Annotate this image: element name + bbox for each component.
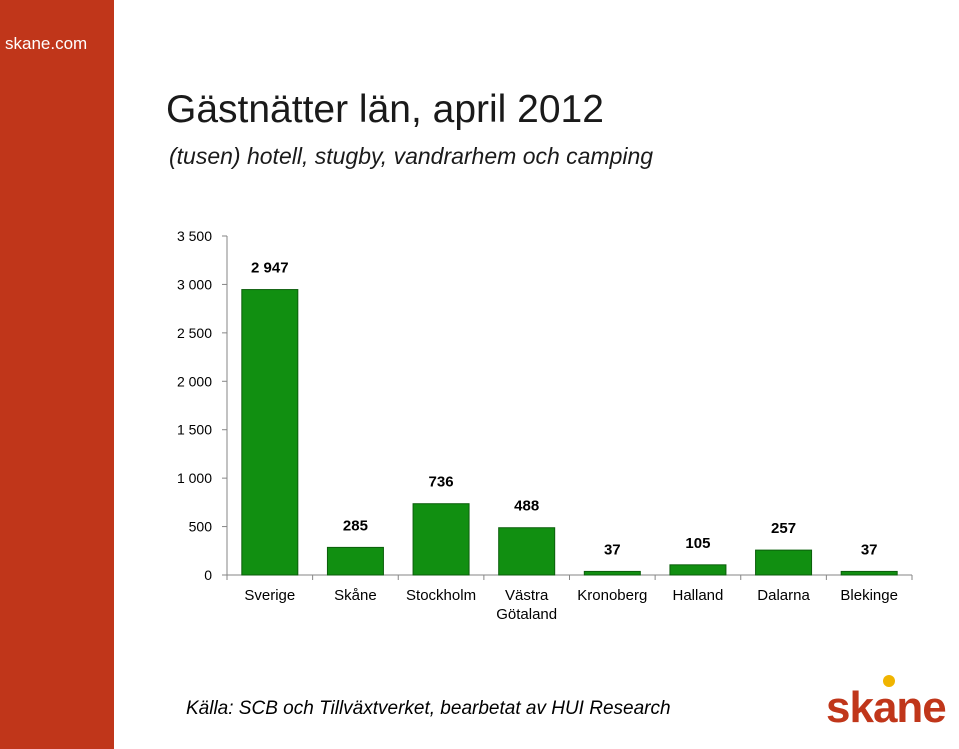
y-tick-label: 0 bbox=[204, 567, 212, 583]
x-tick-label: Skåne bbox=[334, 587, 377, 604]
page-title: Gästnätter län, april 2012 bbox=[166, 88, 604, 131]
bar bbox=[583, 570, 641, 576]
bar bbox=[755, 549, 813, 576]
y-tick-label: 3 000 bbox=[177, 276, 212, 292]
data-label: 285 bbox=[343, 517, 368, 534]
data-label: 2 947 bbox=[251, 260, 289, 277]
sidebar-band: skane.com bbox=[0, 0, 114, 749]
y-tick-label: 3 500 bbox=[177, 228, 212, 244]
data-label: 105 bbox=[685, 535, 710, 552]
bar bbox=[412, 503, 470, 576]
bar bbox=[840, 570, 898, 576]
x-tick-label: Götaland bbox=[496, 606, 557, 623]
x-tick-label: Kronoberg bbox=[577, 587, 647, 604]
skane-logo: skane bbox=[826, 675, 947, 732]
y-tick-label: 1 500 bbox=[177, 422, 212, 438]
data-label: 37 bbox=[861, 541, 878, 558]
x-tick-label: Västra bbox=[505, 587, 549, 604]
page-subtitle: (tusen) hotell, stugby, vandrarhem och c… bbox=[169, 143, 654, 169]
x-tick-label: Halland bbox=[673, 587, 724, 604]
x-tick-label: Dalarna bbox=[757, 587, 810, 604]
y-tick-label: 2 000 bbox=[177, 373, 212, 389]
data-label: 736 bbox=[429, 474, 454, 491]
bar bbox=[241, 289, 299, 576]
svg-text:skane: skane bbox=[826, 683, 946, 732]
bar bbox=[498, 527, 556, 576]
x-tick-label: Stockholm bbox=[406, 587, 476, 604]
bar bbox=[669, 564, 727, 576]
source-note: Källa: SCB och Tillväxtverket, bearbetat… bbox=[186, 698, 671, 719]
x-tick-label: Sverige bbox=[244, 587, 295, 604]
bar bbox=[326, 546, 384, 576]
y-tick-label: 2 500 bbox=[177, 325, 212, 341]
data-label: 257 bbox=[771, 520, 796, 537]
data-label: 37 bbox=[604, 541, 621, 558]
y-tick-label: 1 000 bbox=[177, 470, 212, 486]
data-label: 488 bbox=[514, 498, 539, 515]
x-tick-label: Blekinge bbox=[840, 587, 898, 604]
y-tick-label: 500 bbox=[189, 519, 213, 535]
site-name[interactable]: skane.com bbox=[5, 34, 88, 53]
